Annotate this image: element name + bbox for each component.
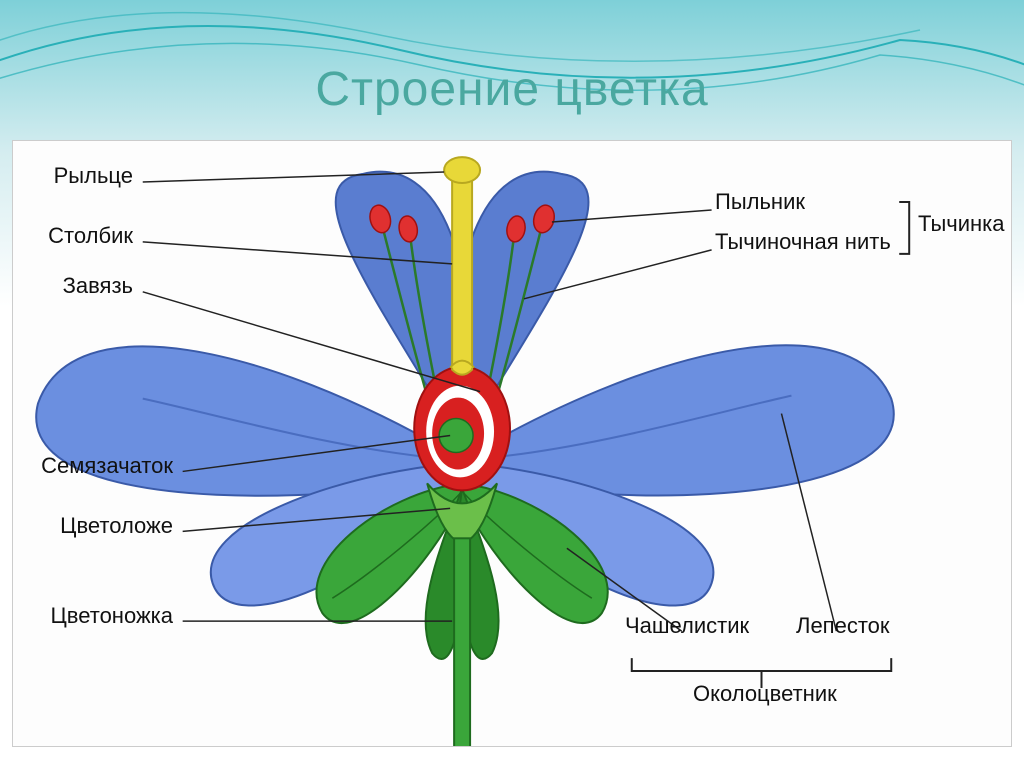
label-ovule: Семязачаток — [41, 453, 173, 479]
label-stamen-group: Тычинка — [918, 211, 1005, 237]
label-petal: Лепесток — [796, 613, 890, 639]
label-style: Столбик — [48, 223, 133, 249]
label-ovary: Завязь — [63, 273, 133, 299]
label-perianth-group: Околоцветник — [693, 681, 837, 707]
diagram-panel: Рыльце Столбик Завязь Семязачаток Цветол… — [12, 140, 1012, 747]
label-anther: Пыльник — [715, 189, 805, 215]
label-receptacle: Цветоложе — [60, 513, 173, 539]
page-title: Строение цветка — [0, 62, 1024, 117]
label-pedicel: Цветоножка — [51, 603, 173, 629]
label-stigma: Рыльце — [54, 163, 133, 189]
label-filament: Тычиночная нить — [715, 229, 891, 255]
stamen-bracket — [899, 202, 909, 254]
label-sepal: Чашелистик — [625, 613, 749, 639]
stem — [454, 538, 470, 746]
